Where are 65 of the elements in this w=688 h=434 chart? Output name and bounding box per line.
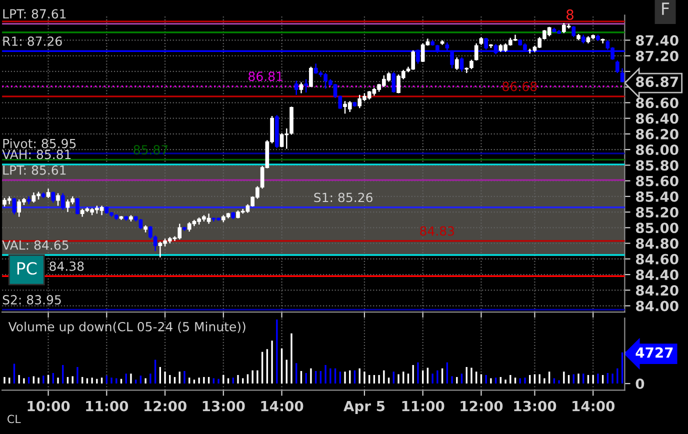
candlestick (51, 191, 56, 204)
x-tick-label: 13:00 (514, 400, 556, 412)
candlestick (474, 42, 478, 62)
ref-line-label: LPT: 85.61 (3, 165, 66, 175)
y-tick-label: 86.60 (636, 98, 678, 108)
ref-line-label: S2: 83.95 (2, 295, 61, 305)
ref-line-label: S1: 85.26 (314, 192, 372, 202)
candlestick (299, 82, 304, 94)
x-tick-label: 11:00 (402, 400, 444, 412)
x-tick-label: 13:00 (202, 400, 245, 412)
ref-line-label: Pivot: 85.95 (3, 138, 76, 148)
candlestick (46, 188, 50, 199)
candlestick (76, 197, 80, 216)
candlestick (620, 68, 624, 83)
ref-line-label: 84.83 (420, 226, 454, 236)
candlestick (615, 60, 620, 74)
ref-line-label: R1: 87.26 (3, 36, 62, 46)
y-tick-label: 85.80 (636, 160, 678, 171)
annotation: PC (17, 262, 37, 275)
candlestick (454, 56, 459, 70)
candlestick (600, 38, 605, 44)
text: F (662, 2, 670, 15)
y-tick-label: 86.20 (636, 128, 678, 140)
candlestick (460, 56, 464, 72)
y-tick-label: 87.20 (636, 50, 678, 62)
ref-line-label: VAL: 84.65 (2, 240, 68, 250)
y-tick-label: 0 (636, 378, 644, 390)
candlestick (309, 66, 313, 88)
candlestick (572, 26, 576, 38)
x-tick-label: 12:00 (144, 400, 186, 412)
y-tick-label: 85.60 (636, 176, 678, 186)
y-tick-label: 86.87 (636, 76, 678, 88)
annotation: 8 (566, 9, 574, 20)
chart-title: Volume up down(CL 05-24 (5 Minute)) (8, 322, 246, 334)
y-tick-label: 86.40 (636, 113, 678, 124)
ref-line-label: 86.68 (502, 82, 537, 92)
ref-line-label: 86.81 (248, 72, 282, 82)
candlestick (392, 72, 396, 94)
ref-line-label: 84.38 (50, 261, 84, 271)
text: CL (8, 414, 21, 424)
x-tick-label: 14:00 (572, 400, 615, 412)
y-tick-label: 85.20 (636, 207, 678, 218)
x-tick-label: Apr 5 (344, 401, 385, 414)
candlestick (60, 192, 65, 210)
y-tick-label: 87.40 (636, 35, 678, 46)
y-tick-label: 4727 (636, 347, 673, 358)
candlestick (294, 80, 298, 96)
ref-line-label: LPT: 87.61 (3, 9, 66, 19)
x-tick-label: 12:00 (460, 400, 503, 412)
x-tick-label: 14:00 (261, 400, 304, 412)
x-tick-label: 11:00 (86, 400, 128, 412)
y-tick-label: 84.40 (636, 270, 678, 280)
y-tick-label: 84.80 (636, 238, 678, 249)
x-tick-label: 10:00 (28, 400, 70, 412)
y-tick-label: 84.00 (636, 300, 678, 312)
y-tick-label: 84.20 (636, 285, 678, 296)
candlestick (470, 59, 474, 70)
y-tick-label: 85.40 (636, 191, 678, 202)
candlestick (304, 78, 308, 94)
y-tick-label: 84.60 (636, 254, 678, 264)
candlestick (56, 192, 60, 206)
ref-line-label: 85.87 (134, 145, 168, 155)
y-tick-label: 86.00 (636, 144, 678, 156)
candlestick (12, 197, 16, 216)
y-tick-label: 85.00 (636, 222, 678, 234)
